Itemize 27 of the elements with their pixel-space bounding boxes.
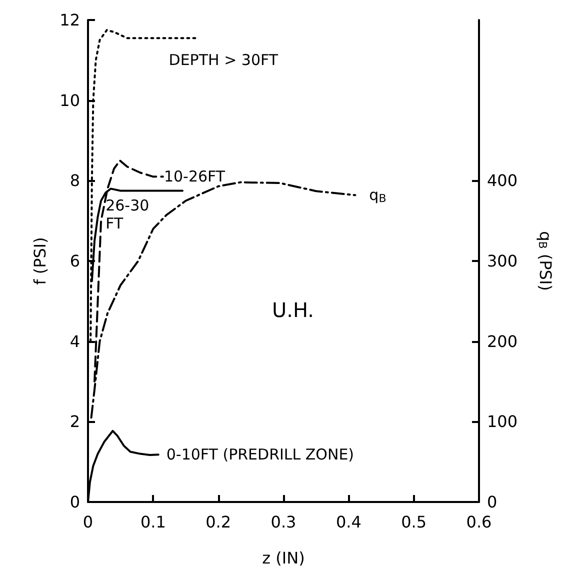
annotation: U.H. [272,298,314,322]
y-axis-title: f (PSI) [30,237,50,285]
y2-axis-title: qB (PSI) [536,231,555,291]
y-tick-label: 0 [70,492,80,512]
series-label: 26-30 FT [106,196,150,233]
x-tick-label: 0.3 [270,512,296,532]
x-tick-label: 0.6 [466,512,492,532]
y2-tick-label: 100 [487,412,518,432]
y2-tick-label: 0 [487,492,498,512]
series-label: 0-10FT (PREDRILL ZONE) [166,446,354,464]
y2-tick-label: 200 [487,332,518,351]
y2-tick-label: 300 [487,252,518,270]
x-tick-label: 0.1 [140,512,166,532]
y2-tick-label: 400 [487,171,518,190]
x-tick-label: 0.4 [336,512,362,532]
series-label: 10-26FT [164,168,226,186]
x-tick-label: 0.2 [206,512,232,532]
x-tick-label: 0 [82,512,94,532]
y-tick-label: 2 [70,412,80,432]
series-label: DEPTH > 30FT [168,51,279,70]
x-tick-label: 0.5 [401,512,427,532]
y-tick-label: 10 [60,90,80,110]
y-tick-label: 8 [70,171,80,190]
y-tick-label: 4 [70,332,80,351]
y-tick-label: 6 [70,252,80,270]
y-tick-label: 12 [60,10,80,30]
x-axis-title: z (IN) [262,548,305,568]
